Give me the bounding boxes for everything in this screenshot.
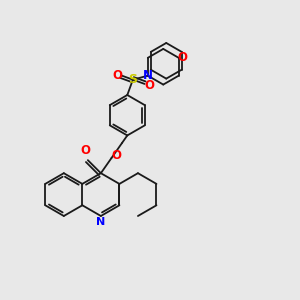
Text: S: S	[128, 73, 137, 86]
Text: O: O	[178, 51, 188, 64]
Text: O: O	[112, 69, 122, 82]
Text: O: O	[144, 79, 154, 92]
Text: N: N	[96, 218, 106, 227]
Text: O: O	[80, 144, 91, 157]
Text: N: N	[143, 69, 153, 82]
Text: O: O	[111, 148, 121, 162]
